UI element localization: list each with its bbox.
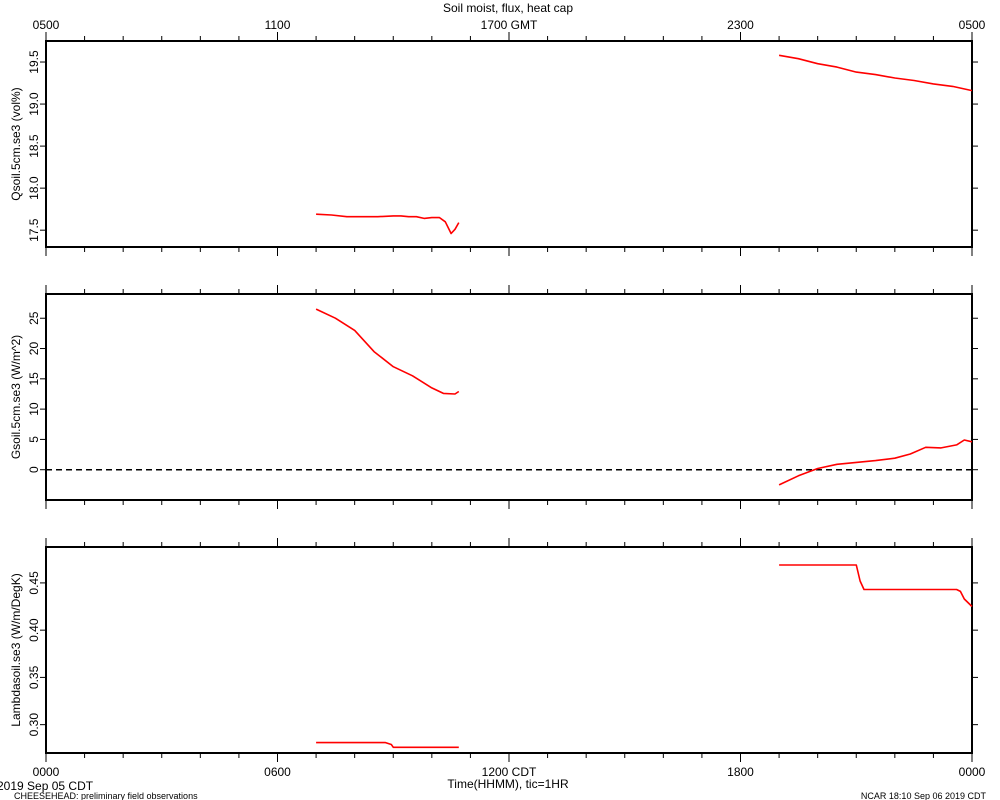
y-tick-label: 10 (27, 402, 41, 416)
y-tick-label: 19.5 (27, 50, 41, 74)
chart-panels: 17.5 18.0 18.5 19.0 19.5 Qsoil.5cm.se3 (vol%)… (9, 32, 978, 762)
panel-frame (45, 40, 973, 248)
top-tick-label: 1700 GMT (481, 18, 538, 32)
y-tick-label: 0.35 (27, 665, 41, 689)
top-tick-label: 0500 (33, 18, 60, 32)
y-axis-label: Qsoil.5cm.se3 (vol%) (9, 87, 23, 200)
bottom-tick-label: 1800 (727, 765, 754, 779)
series-line (779, 564, 973, 608)
top-tick-label: 1100 (265, 18, 291, 32)
y-tick-label: 19.0 (27, 92, 41, 116)
series-line (316, 741, 459, 749)
y-tick-label: 0.40 (27, 618, 41, 642)
y-tick-label: 17.5 (27, 218, 41, 242)
panel-2: 0 5 10 15 20 25 Gsoil.5cm.se3 (W/m^2) (9, 285, 978, 509)
y-tick-label: 15 (27, 372, 41, 386)
bottom-axis-labels: 0000 0600 1200 CDT 1800 0000 (33, 765, 986, 779)
y-tick-label: 5 (27, 436, 41, 443)
panel-frame (45, 546, 973, 754)
footer-left: CHEESEHEAD: preliminary field observatio… (14, 791, 198, 800)
series-line (315, 308, 460, 395)
bottom-tick-label: 0000 (33, 765, 60, 779)
y-tick-label: 20 (27, 342, 41, 356)
y-tick-label: 0.30 (27, 713, 41, 737)
x-axis-label: Time(HHMM), tic=1HR (447, 777, 569, 791)
footer-right: NCAR 18:10 Sep 06 2019 CDT (861, 791, 987, 800)
top-tick-label: 2300 (727, 18, 754, 32)
panel-3: 0.30 0.35 0.40 0.45 Lambdasoil.se3 (W/m/DegK… (9, 538, 978, 762)
y-tick-label: 0.45 (27, 571, 41, 595)
y-axis-label: Lambdasoil.se3 (W/m/DegK) (9, 573, 23, 726)
y-axis-label: Gsoil.5cm.se3 (W/m^2) (9, 335, 23, 459)
top-axis-labels: 0500 1100 1700 GMT 2300 0500 (33, 18, 986, 32)
bottom-tick-label: 0600 (264, 765, 291, 779)
y-tick-label: 25 (27, 311, 41, 325)
y-tick-label: 18.5 (27, 134, 41, 158)
date-label: 2019 Sep 05 CDT (0, 779, 94, 793)
y-tick-label: 0 (27, 466, 41, 473)
y-tick-label: 18.0 (27, 176, 41, 200)
series-line (778, 439, 973, 486)
series-line (778, 54, 973, 92)
bottom-tick-label: 0000 (959, 765, 986, 779)
bottom-tick-label: 1200 CDT (482, 765, 537, 779)
top-tick-label: 0500 (959, 18, 986, 32)
series-line (316, 213, 460, 235)
panel-1: 17.5 18.0 18.5 19.0 19.5 Qsoil.5cm.se3 (vol%) (9, 32, 978, 256)
chart-title: Soil moist, flux, heat cap (443, 1, 573, 15)
